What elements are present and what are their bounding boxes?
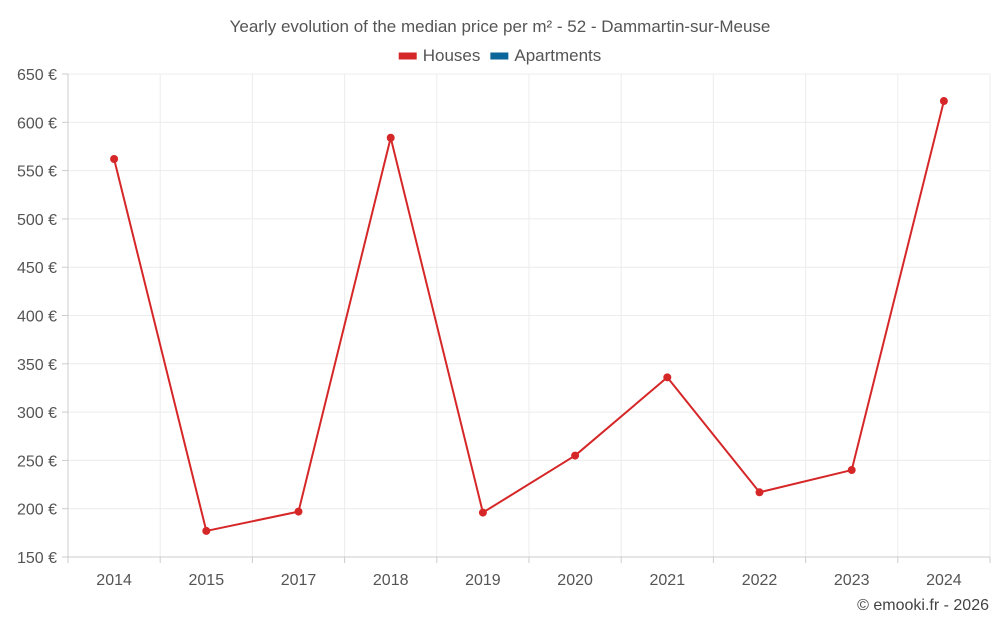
y-tick-label: 400 €: [17, 309, 57, 326]
y-tick-label: 600 €: [17, 115, 57, 132]
series-layer: [110, 97, 948, 535]
x-tick-label: 2021: [650, 572, 686, 589]
legend: Houses Apartments: [398, 46, 601, 65]
y-tick-label: 450 €: [17, 260, 57, 277]
data-point[interactable]: [663, 373, 672, 382]
credit-text: © emooki.fr - 2026: [857, 597, 989, 614]
data-point[interactable]: [847, 466, 856, 475]
axes: 150 € 200 € 250 € 300 € 350 € 400 € 450 € 500 €…: [17, 67, 991, 589]
legend-swatch: [490, 52, 509, 60]
y-tick-label: 300 €: [17, 405, 57, 422]
data-point[interactable]: [755, 488, 764, 497]
y-tick-label: 350 €: [17, 357, 57, 374]
legend-item-houses[interactable]: Houses: [398, 46, 481, 65]
y-tick-label: 150 €: [17, 550, 57, 567]
legend-item-apartments[interactable]: Apartments: [490, 46, 601, 65]
data-point[interactable]: [386, 133, 395, 142]
data-point[interactable]: [478, 508, 487, 517]
x-tick-label: 2023: [834, 572, 870, 589]
x-tick-label: 2018: [373, 572, 409, 589]
legend-label: Apartments: [514, 46, 601, 65]
data-point[interactable]: [939, 97, 948, 106]
x-tick-label: 2020: [557, 572, 593, 589]
series-line-houses: [113, 100, 945, 532]
data-point[interactable]: [202, 526, 211, 535]
x-tick-label: 2017: [281, 572, 317, 589]
x-tick-label: 2014: [96, 572, 132, 589]
y-tick-label: 500 €: [17, 212, 57, 229]
y-tick-label: 200 €: [17, 502, 57, 519]
y-tick-label: 550 €: [17, 164, 57, 181]
x-tick-label: 2015: [189, 572, 225, 589]
y-tick-label: 650 €: [17, 67, 57, 84]
x-tick-label: 2019: [465, 572, 501, 589]
data-point[interactable]: [571, 451, 580, 460]
chart-title: Yearly evolution of the median price per…: [230, 17, 771, 36]
legend-label: Houses: [423, 46, 481, 65]
y-tick-label: 250 €: [17, 453, 57, 470]
legend-swatch: [398, 52, 417, 60]
x-tick-label: 2024: [926, 572, 962, 589]
x-tick-label: 2022: [742, 572, 778, 589]
data-point[interactable]: [294, 507, 303, 516]
data-point[interactable]: [110, 155, 119, 164]
